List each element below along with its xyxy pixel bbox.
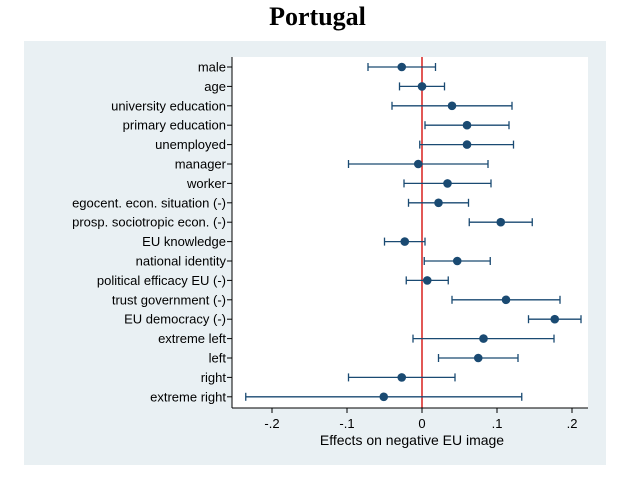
point-estimate (443, 179, 452, 188)
point-estimate (501, 295, 511, 305)
point-estimate (496, 217, 506, 227)
y-tick-label: EU democracy (-) (124, 312, 226, 327)
y-tick-label: prosp. sociotropic econ. (-) (72, 215, 226, 230)
y-tick-label: extreme left (158, 331, 226, 346)
y-tick-label: age (204, 79, 226, 94)
point-estimate (422, 276, 432, 285)
point-estimate (434, 198, 443, 208)
point-estimate (473, 353, 483, 363)
y-tick-label: manager (175, 157, 227, 172)
point-estimate (397, 373, 407, 382)
y-tick-label: EU knowledge (142, 234, 226, 249)
plot-area (232, 57, 588, 408)
point-estimate (397, 62, 407, 72)
point-estimate (462, 140, 472, 149)
y-tick-label: extreme right (150, 389, 226, 404)
x-tick-label: .2 (567, 416, 578, 431)
y-tick-label: worker (186, 176, 227, 191)
x-axis-title: Effects on negative EU image (320, 432, 504, 448)
y-tick-label: unemployed (155, 137, 226, 152)
x-tick-label: 0 (418, 416, 425, 431)
y-tick-label: egocent. econ. situation (-) (72, 195, 226, 210)
y-tick-label: right (201, 370, 227, 385)
point-estimates (379, 62, 560, 402)
y-axis-ticks (227, 66, 232, 398)
y-tick-label: male (198, 60, 226, 75)
point-estimate (447, 101, 457, 111)
y-tick-label: national identity (136, 254, 227, 269)
y-tick-label: left (209, 351, 227, 366)
y-tick-label: trust government (-) (112, 292, 226, 307)
y-axis-labels: male age university education primary educa… (72, 60, 227, 405)
chart-title: Portugal (269, 2, 366, 31)
x-axis-ticks: -.2 -.1 0 .1 .2 (264, 408, 577, 431)
y-tick-label: university education (111, 98, 226, 113)
x-tick-label: -.1 (339, 416, 354, 431)
y-tick-label: primary education (123, 118, 226, 133)
x-tick-label: .1 (492, 416, 503, 431)
point-estimate (550, 314, 560, 324)
point-estimate (462, 120, 472, 130)
point-estimate (400, 237, 410, 246)
y-tick-label: political efficacy EU (-) (97, 273, 226, 288)
point-estimate (413, 159, 423, 169)
point-estimate (379, 392, 389, 402)
point-estimate (452, 256, 462, 266)
x-tick-label: -.2 (264, 416, 279, 431)
point-estimate (479, 334, 488, 343)
point-estimate (417, 82, 427, 91)
